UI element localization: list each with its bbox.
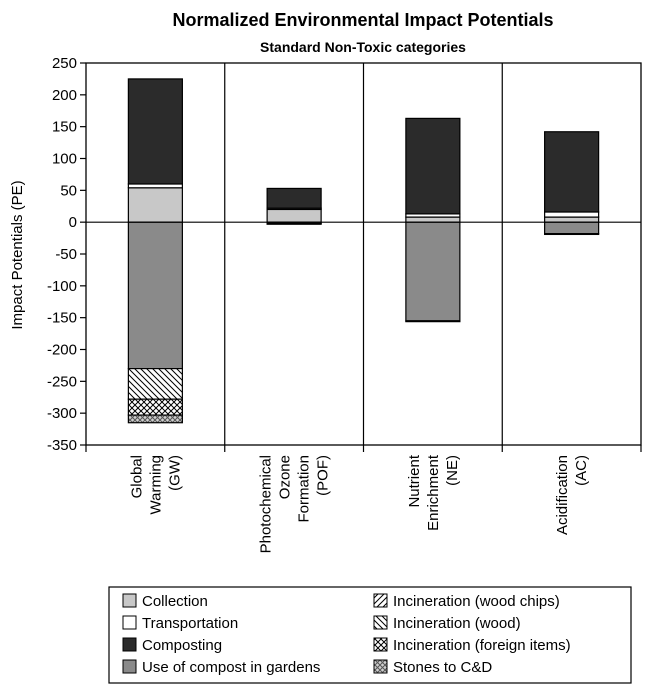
bar-segment-use-of-compost-in-gardens xyxy=(544,221,600,235)
bar-segment-incineration-wood xyxy=(544,233,600,236)
category-label: Photochemical Ozone Formation (POF) xyxy=(258,455,332,553)
bar-segment-collection xyxy=(266,208,322,223)
legend-label: Collection xyxy=(142,593,208,610)
category-label: Global Warming (GW) xyxy=(128,455,183,514)
legend-swatch xyxy=(122,593,137,608)
legend-label: Transportation xyxy=(142,615,238,632)
category-label-line: (NE) xyxy=(444,455,461,486)
legend-swatch xyxy=(373,593,388,608)
category-label-line: Warming xyxy=(147,455,164,514)
chart-subtitle: Standard Non-Toxic categories xyxy=(260,39,466,55)
category-label: Acidification (AC) xyxy=(554,455,590,535)
bar-segment-collection xyxy=(127,187,183,223)
category-label-line: (POF) xyxy=(315,455,332,496)
category-label-line: Nutrient xyxy=(406,454,423,507)
legend-item-collection: Collection xyxy=(122,593,208,610)
bar-segment-collection xyxy=(405,216,461,223)
legend-box xyxy=(108,586,632,684)
bar-segment-incineration-wood xyxy=(405,320,461,323)
category-label: Nutrient Enrichment (NE) xyxy=(406,454,461,531)
legend-label: Incineration (foreign items) xyxy=(393,637,571,654)
legend-item-composting: Composting xyxy=(122,637,222,654)
legend: Collection Transportation Composting Use of… xyxy=(108,586,632,684)
y-tick-label: -200 xyxy=(47,342,77,359)
category-label-line: Acidification xyxy=(554,455,571,535)
y-tick-label: 250 xyxy=(52,55,77,72)
y-tick-label: 0 xyxy=(69,214,77,231)
category-label-line: Enrichment xyxy=(425,454,442,531)
category-label-line: Formation xyxy=(296,455,313,523)
legend-label: Incineration (wood) xyxy=(393,615,521,632)
bar-segment-composting xyxy=(127,78,183,185)
bar-segment-use-of-compost-in-gardens xyxy=(127,221,183,370)
bars xyxy=(127,78,600,424)
legend-item-stones-to-c-d: Stones to C&D xyxy=(373,659,492,676)
legend-swatch xyxy=(373,615,388,630)
legend-label: Use of compost in gardens xyxy=(142,659,320,676)
legend-label: Incineration (wood chips) xyxy=(393,593,560,610)
legend-swatch xyxy=(373,659,388,674)
y-tick-label: -100 xyxy=(47,278,77,295)
legend-item-incineration-foreign-items: Incineration (foreign items) xyxy=(373,637,571,654)
y-tick-label: -350 xyxy=(47,437,77,454)
legend-item-transportation: Transportation xyxy=(122,615,238,632)
y-axis-label: Impact Potentials (PE) xyxy=(9,180,26,329)
bar-segment-transportation xyxy=(544,211,600,218)
legend-swatch xyxy=(122,637,137,652)
category-labels: Global Warming (GW) Photochemical Ozone Forma… xyxy=(128,454,590,553)
bar-segment-incineration-wood xyxy=(266,222,322,225)
category-label-line: (AC) xyxy=(573,455,590,486)
y-tick-label: -250 xyxy=(47,373,77,390)
bar-segment-composting xyxy=(544,131,600,213)
bar-segment-use-of-compost-in-gardens xyxy=(405,221,461,322)
chart-title: Normalized Environmental Impact Potentia… xyxy=(172,10,553,30)
legend-swatch xyxy=(373,637,388,652)
legend-item-incineration-wood: Incineration (wood) xyxy=(373,615,521,632)
legend-label: Composting xyxy=(142,637,222,654)
y-tick-label: -300 xyxy=(47,405,77,422)
bar-segment-composting xyxy=(405,117,461,215)
bar-segment-incineration-foreign-items xyxy=(127,398,183,416)
y-ticks: 250 200 150 100 50 0 -50 -100 -150 -200 -250 -300 -3… xyxy=(47,55,86,454)
plot-frame xyxy=(85,62,642,452)
y-tick-label: 200 xyxy=(52,87,77,104)
y-tick-label: 150 xyxy=(52,119,77,136)
legend-item-use-of-compost-in-gardens: Use of compost in gardens xyxy=(122,659,320,676)
y-tick-label: 50 xyxy=(60,182,77,199)
category-label-line: Photochemical xyxy=(258,455,275,553)
legend-swatch xyxy=(122,659,137,674)
legend-swatch xyxy=(122,615,137,630)
y-tick-label: -50 xyxy=(55,246,77,263)
legend-item-incineration-wood-chips: Incineration (wood chips) xyxy=(373,593,560,610)
bar-segment-collection xyxy=(544,216,600,223)
y-tick-label: -150 xyxy=(47,310,77,327)
y-tick-label: 100 xyxy=(52,151,77,168)
bar-segment-incineration-wood xyxy=(127,368,183,400)
bar-segment-composting xyxy=(266,187,322,209)
legend-label: Stones to C&D xyxy=(393,659,492,676)
category-label-line: Ozone xyxy=(277,455,294,499)
bar-segment-stones-to-c-d xyxy=(127,414,183,424)
category-label-line: (GW) xyxy=(166,455,183,491)
category-label-line: Global xyxy=(128,455,145,498)
